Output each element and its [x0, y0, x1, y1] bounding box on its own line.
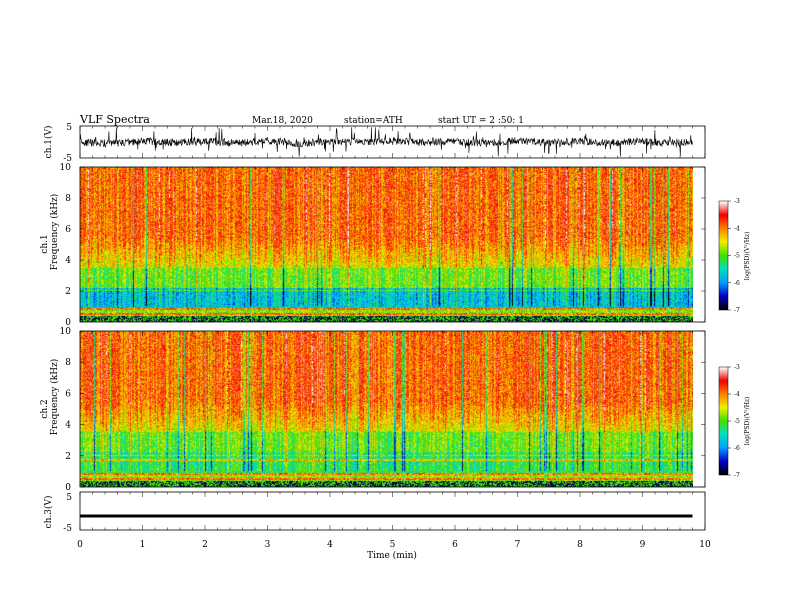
ch2-spectrogram-panel: 0 2 4 6 8 10 ch.2 Frequency (kHz) -3 -4 -5 -6 -7 … — [40, 327, 751, 493]
time-tick-label: 3 — [265, 540, 271, 550]
ch2-spectrogram-image — [80, 331, 693, 487]
ch1-spectrogram-channel-label: ch.1 — [40, 234, 50, 253]
colorbar-tick-label: -6 — [734, 445, 740, 452]
frequency-tick-label: 0 — [65, 483, 71, 493]
frequency-tick-label: 6 — [65, 389, 71, 399]
ch2-colorbar-gradient — [719, 367, 728, 475]
ch1-spectrogram-panel: 0 2 4 6 8 10 ch.1 Frequency (kHz) -3 -4 -5 -6 -7 … — [40, 163, 751, 328]
frequency-tick-label: 8 — [65, 358, 71, 368]
frequency-tick-label: 10 — [60, 327, 72, 337]
ch1-waveform-line — [79, 127, 693, 157]
ch1-colorbar: -3 -4 -5 -6 -7 log(PSD)(V²/Hz) — [718, 198, 751, 314]
ch3-ylabel: ch.3(V) — [43, 496, 54, 529]
ch1-spectrogram-ylabel: Frequency (kHz) — [49, 194, 60, 271]
ch2-colorbar-label: log(PSD)(V²/Hz) — [744, 397, 751, 446]
ch3-waveform-panel: 5 -5 ch.3(V) — [43, 491, 706, 534]
time-tick-label: 8 — [577, 540, 583, 550]
ch3-ytick-top: 5 — [66, 493, 72, 503]
frequency-tick-label: 2 — [65, 287, 71, 297]
time-tick-label: 0 — [77, 540, 83, 550]
frequency-tick-label: 10 — [60, 163, 72, 173]
frequency-tick-label: 4 — [65, 256, 71, 266]
time-tick-label: 9 — [640, 540, 646, 550]
time-axis: 0 1 2 3 4 5 6 7 8 9 10 — [77, 540, 711, 550]
colorbar-tick-label: -5 — [734, 253, 740, 260]
colorbar-tick-label: -6 — [734, 280, 740, 287]
colorbar-tick-label: -4 — [734, 391, 740, 398]
figure-title: VLF Spectra — [79, 113, 150, 126]
ch1-waveform-panel: 5 -5 ch.1(V) — [43, 123, 706, 164]
time-tick-label: 6 — [452, 540, 458, 550]
colorbar-tick-label: -7 — [734, 472, 740, 479]
time-axis-label: Time (min) — [367, 550, 417, 561]
ch1-spectrogram-image — [80, 167, 693, 322]
frequency-tick-label: 0 — [65, 318, 71, 328]
ch1-ytick-bottom: -5 — [63, 154, 72, 164]
ch1-colorbar-label: log(PSD)(V²/Hz) — [744, 232, 751, 281]
frequency-tick-label: 8 — [65, 194, 71, 204]
frequency-tick-label: 2 — [65, 452, 71, 462]
ch2-colorbar: -3 -4 -5 -6 -7 log(PSD)(V²/Hz) — [718, 364, 751, 479]
ch2-spectrogram-ylabel: Frequency (kHz) — [49, 359, 60, 436]
colorbar-tick-label: -3 — [734, 198, 740, 205]
ch1-ytick-top: 5 — [66, 123, 72, 133]
frequency-tick-label: 6 — [65, 225, 71, 235]
ch3-ytick-bottom: -5 — [63, 524, 72, 534]
time-tick-label: 10 — [699, 540, 711, 550]
ch2-spectrogram-channel-label: ch.2 — [40, 399, 50, 418]
time-tick-label: 5 — [390, 540, 396, 550]
colorbar-tick-label: -4 — [734, 225, 740, 232]
ch3-waveform-frame — [79, 491, 706, 531]
figure-station: station=ATH — [344, 116, 403, 126]
figure-start-time: start UT = 2 :50: 1 — [438, 116, 524, 126]
colorbar-tick-label: -5 — [734, 418, 740, 425]
frequency-tick-label: 4 — [65, 421, 71, 431]
time-tick-label: 4 — [327, 540, 333, 550]
figure-date: Mar.18, 2020 — [252, 116, 313, 126]
time-tick-label: 1 — [140, 540, 146, 550]
ch1-ylabel: ch.1(V) — [43, 126, 54, 159]
colorbar-tick-label: -3 — [734, 364, 740, 371]
time-tick-label: 7 — [515, 540, 521, 550]
time-tick-label: 2 — [202, 540, 208, 550]
ch1-colorbar-gradient — [719, 201, 728, 310]
colorbar-tick-label: -7 — [734, 307, 740, 314]
